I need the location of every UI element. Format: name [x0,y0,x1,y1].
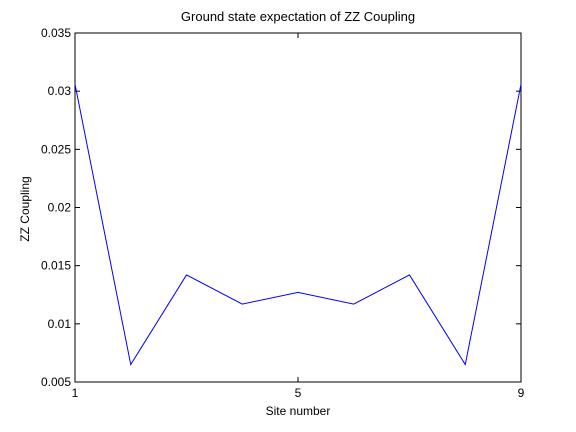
chart-title: Ground state expectation of ZZ Coupling [181,9,415,24]
y-tick-label: 0.015 [41,259,71,273]
x-axis-label: Site number [266,404,331,418]
y-tick-label: 0.02 [48,201,72,215]
y-axis-label: ZZ Coupling [18,176,32,241]
x-tick-label: 5 [295,386,302,400]
y-tick-label: 0.005 [41,375,71,389]
x-tick-label: 9 [518,386,525,400]
y-tick-label: 0.01 [48,317,72,331]
plot-area: 0.005 0.01 0.015 0.02 0.025 0.03 0.035 1 5 9 [41,26,525,400]
y-tick-label: 0.035 [41,26,71,40]
y-tick-label: 0.03 [48,84,72,98]
x-tick-label: 1 [72,386,79,400]
y-tick-label: 0.025 [41,142,71,156]
axes-box [74,32,522,383]
